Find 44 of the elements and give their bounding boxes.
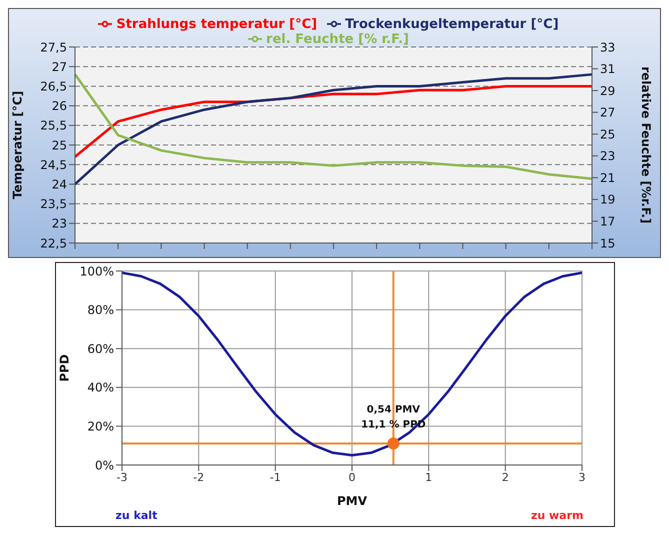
y-tick-label: 20% (86, 419, 114, 434)
y2-tick-label: 25 (600, 127, 616, 142)
x-axis-title: PMV (336, 494, 368, 508)
y-tick-label: 27,5 (40, 40, 67, 54)
annotation: 0,54 PMV (366, 404, 420, 416)
y-tick-label: 25 (52, 138, 67, 152)
legend-label: Trockenkugeltemperatur [°C] (345, 17, 559, 32)
y-tick-label: 24 (52, 177, 67, 192)
y2-tick-label: 19 (600, 192, 616, 207)
legend-label: Strahlungs temperatur [°C] (116, 17, 318, 32)
y-tick-label: 40% (86, 380, 114, 395)
y2-tick-label: 27 (600, 106, 616, 120)
x-tick-label: 3 (578, 470, 585, 484)
y-axis-title: PPD (56, 354, 71, 382)
x-tick-label: 1 (424, 470, 432, 484)
y-tick-label: 25,5 (40, 118, 67, 133)
x-tick-label: -2 (192, 470, 204, 484)
y2-tick-label: 29 (600, 84, 616, 98)
y2-tick-label: 23 (600, 149, 616, 164)
y-tick-label: 22,5 (40, 236, 67, 250)
x-tick-label: 2 (501, 470, 508, 484)
y2-tick-label: 21 (600, 170, 616, 185)
y-tick-label: 26,5 (40, 79, 67, 94)
y-tick-label: 100% (79, 264, 114, 278)
x-tick-label: -3 (116, 470, 127, 484)
y-tick-label: 26 (52, 99, 67, 114)
y2-tick-label: 17 (600, 214, 616, 228)
text: zu kalt (116, 509, 158, 522)
y-tick-label: 80% (86, 303, 114, 318)
text: zu warm (530, 509, 584, 522)
y-axis-title: Temperatur [°C] (10, 90, 24, 200)
y-tick-label: 24,5 (40, 158, 67, 172)
legend-label: rel. Feuchte [% r.F.] (266, 32, 409, 47)
y-tick-label: 60% (86, 342, 114, 356)
y2-tick-label: 15 (600, 236, 616, 250)
y2-tick-label: 31 (600, 62, 616, 76)
x-tick-label: 0 (348, 470, 355, 484)
x-tick-label: -1 (269, 470, 280, 484)
y-tick-label: 27 (52, 60, 67, 74)
y-tick-label: 0% (94, 458, 114, 472)
y2-tick-label: 33 (600, 40, 616, 54)
y2-axis-title: relative Feuchte [%r.F.] (638, 66, 653, 224)
y-tick-label: 23,5 (40, 197, 67, 212)
y-tick-label: 23 (52, 216, 67, 231)
